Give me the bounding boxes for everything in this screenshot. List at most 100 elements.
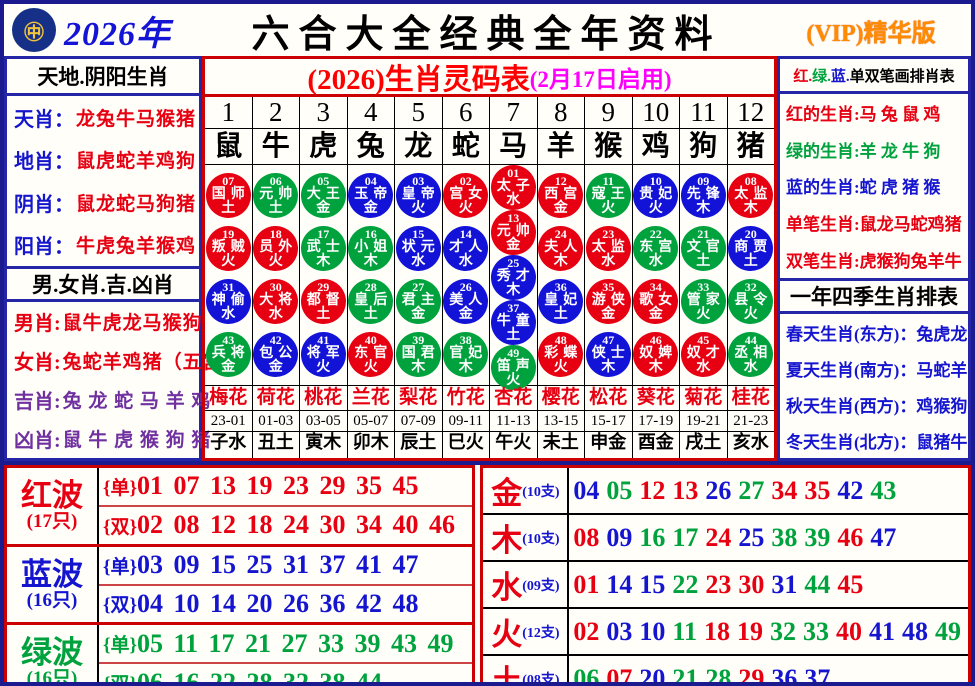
element-number: 16 <box>639 522 666 552</box>
zodiac-number-circle: 20 商贾土 <box>728 226 774 271</box>
role-char: 婢 <box>658 346 673 361</box>
circle-number: 24 <box>554 227 567 241</box>
circle-role: 侠士 <box>586 346 631 361</box>
circle-number: 41 <box>317 333 330 347</box>
circle-element: 火 <box>458 201 473 216</box>
circle-element: 火 <box>648 201 663 216</box>
subtitle-text: (2026)生肖灵码表 <box>307 63 530 96</box>
circle-element: 火 <box>696 307 711 322</box>
time-range: 13-15 <box>537 411 584 432</box>
element-number: 28 <box>705 663 732 686</box>
role-char: 宫 <box>563 187 578 202</box>
circle-role: 秀才 <box>491 269 536 284</box>
flower-name: 葵花 <box>632 386 679 411</box>
role-char: 侠 <box>591 346 606 361</box>
number-circles: 02 宫女火 14 才人水 26 美人金 38 官妃木 <box>442 165 489 386</box>
subtitle-note: (2月17日启用) <box>529 66 672 92</box>
circle-role: 太子 <box>491 179 536 194</box>
zodiac-number-circle: 05 大王金 <box>300 173 346 218</box>
circle-element: 火 <box>743 307 758 322</box>
circle-number: 40 <box>364 333 377 347</box>
element-label: 木 (10支) <box>483 515 570 560</box>
element-number: 22 <box>672 569 699 599</box>
circle-number: 09 <box>697 174 710 188</box>
row-label: 吉肖: <box>14 391 61 413</box>
element-number: 47 <box>870 522 897 552</box>
role-char: 后 <box>373 293 388 308</box>
role-char: 姐 <box>373 240 388 255</box>
zodiac-number-circle: 27 君主金 <box>395 279 441 324</box>
circle-number: 31 <box>222 280 235 294</box>
role-char: 东 <box>639 240 654 255</box>
gender-luck-row: 女肖: 兔蛇羊鸡猪（五宫 <box>7 341 222 380</box>
circle-role: 兵将 <box>206 346 251 361</box>
role-char: 才 <box>515 269 530 284</box>
element-name: 土 <box>491 664 523 686</box>
time-range: 15-17 <box>585 411 632 432</box>
zodiac-column: 8 羊 12 西宫金 24 夫人木 36 皇妃土 48 彩蝶火樱花 13-15 未土 <box>536 97 584 458</box>
role-char: 元 <box>496 224 511 239</box>
number-circles: 07 国师土 19 叛贼火 31 神偷水 43 兵将金 <box>205 165 252 386</box>
season-zodiac-row: 夏天生肖(南方)：马蛇羊 <box>786 360 968 380</box>
role-char: 妃 <box>468 346 483 361</box>
row-value: 兔 龙 蛇 马 羊 鸡 <box>62 391 212 412</box>
circle-role: 太监 <box>728 187 773 202</box>
earthly-branch: 午火 <box>495 432 532 452</box>
title-part: 单双笔画排肖表 <box>849 68 955 85</box>
role-char: 管 <box>686 293 701 308</box>
role-char: 官 <box>705 240 720 255</box>
odd-even-tag: {双} <box>103 674 137 686</box>
role-char: 官 <box>449 346 464 361</box>
table-subtitle: (2026)生肖灵码表 (2月17日启用) <box>205 59 774 97</box>
zodiac-number-circle: 11 寇王火 <box>585 173 631 218</box>
role-char: 监 <box>610 240 625 255</box>
circle-role: 贵妃 <box>633 187 678 202</box>
zodiac-number-circle: 03 皇帝火 <box>395 173 441 218</box>
circle-role: 大王 <box>301 187 346 202</box>
zodiac-number-circle: 13 元帅金 <box>490 210 536 255</box>
element-row: 水 (09支) 01 14 15 22 23 30 31 44 45 <box>483 560 968 607</box>
column-number: 10 <box>632 97 679 129</box>
circle-role: 东宫 <box>633 240 678 255</box>
role-char: 女 <box>468 187 483 202</box>
zodiac-number-circle: 38 官妃木 <box>443 332 489 377</box>
circle-number: 30 <box>269 280 282 294</box>
zodiac-number-circle: 48 彩蝶火 <box>538 332 584 377</box>
circle-element: 水 <box>268 307 283 322</box>
circle-number: 36 <box>554 280 567 294</box>
role-char: 玉 <box>354 187 369 202</box>
row-value: 鼠虎蛇羊鸡狗 <box>76 151 197 173</box>
left-sidebar: 天地.阴阳生肖 天肖： 龙兔牛马猴猪 地肖： 鼠虎蛇羊鸡狗 阴肖： 鼠龙蛇马狗猪 阳肖： 牛虎… <box>4 56 222 461</box>
color-zodiac-list: 红的生肖:马 兔 鼠 鸡绿的生肖:羊 龙 牛 狗蓝的生肖:蛇 虎 猪 猴单笔生肖… <box>777 91 971 281</box>
wave-label: 红波 (17只) <box>7 468 99 544</box>
row-value: 牛虎兔羊猴鸡 <box>76 236 197 258</box>
circle-element: 土 <box>506 328 521 343</box>
circle-role: 西宫 <box>538 187 583 202</box>
wave-label: 绿波 (16只) <box>7 625 99 682</box>
zodiac-number-circle: 26 美人金 <box>443 279 489 324</box>
season-zodiac-row: 冬天生肖(北方)：鼠猪牛 <box>786 432 968 452</box>
role-char: 君 <box>401 293 416 308</box>
circle-number: 06 <box>269 174 282 188</box>
earthly-branch: 酉金 <box>637 432 674 452</box>
circle-role: 寇王 <box>586 187 631 202</box>
role-char: 将 <box>230 346 245 361</box>
flower-name: 荷花 <box>252 386 299 411</box>
season-zodiac-row: 秋天生肖(西方)：鸡猴狗 <box>786 396 968 416</box>
circle-element: 金 <box>411 307 426 322</box>
zodiac-number-circle: 30 大将水 <box>253 279 299 324</box>
flower-name: 菊花 <box>680 386 727 411</box>
role-char: 侠 <box>610 293 625 308</box>
zodiac-number-circle: 02 宫女火 <box>443 173 489 218</box>
role-char: 县 <box>734 293 749 308</box>
element-number: 30 <box>738 569 765 599</box>
circle-number: 01 <box>507 166 520 180</box>
circle-element: 金 <box>648 307 663 322</box>
element-numbers: 02 03 10 11 18 19 32 33 40 41 48 49 <box>569 617 968 647</box>
element-number: 45 <box>837 569 864 599</box>
gender-luck-row: 吉肖: 兔 龙 蛇 马 羊 鸡 <box>7 380 210 419</box>
column-number: 4 <box>347 97 394 129</box>
circle-number: 23 <box>602 227 615 241</box>
circle-element: 木 <box>458 360 473 375</box>
tiandi-row: 阳肖： 牛虎兔羊猴鸡 <box>7 224 199 267</box>
